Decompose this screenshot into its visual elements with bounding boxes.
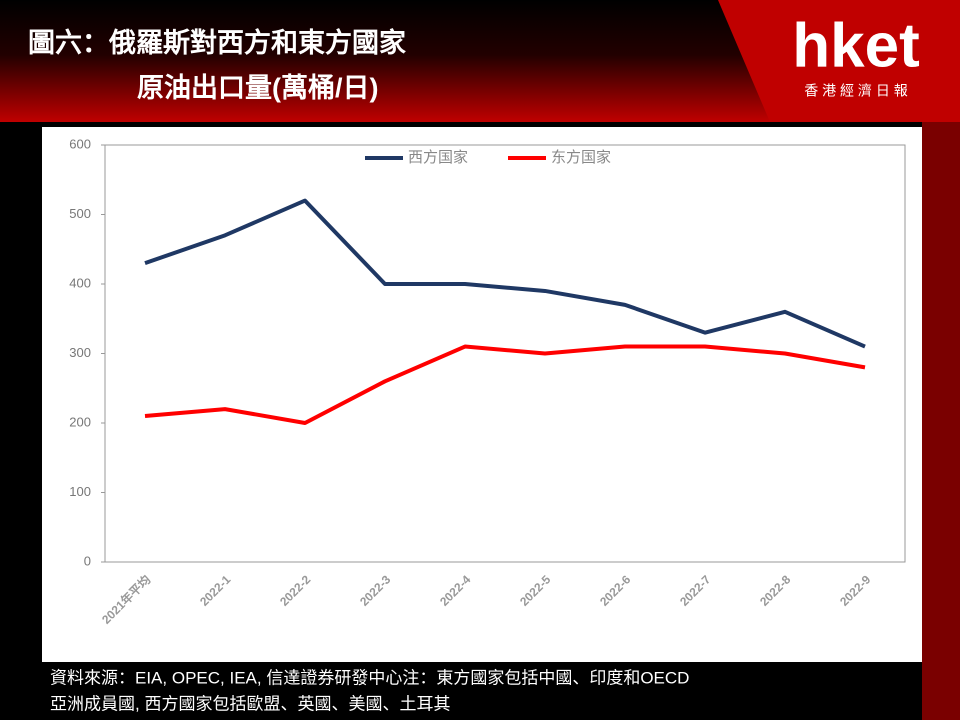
logo-panel	[718, 0, 960, 122]
y-tick-label: 300	[69, 345, 91, 360]
series-line	[144, 198, 866, 349]
y-tick-label: 0	[84, 553, 91, 568]
footer-line: 資料來源：EIA, OPEC, IEA, 信達證券研發中心注：東方國家包括中國、…	[50, 668, 689, 687]
title-line: 原油出口量(萬桶/日)	[137, 73, 378, 103]
legend-label: 东方国家	[551, 149, 611, 166]
y-tick-label: 400	[69, 275, 91, 290]
side-bar	[922, 122, 960, 720]
chart-panel	[42, 127, 922, 662]
logo-subtitle: 香 港 經 濟 日 報	[804, 83, 907, 99]
y-tick-label: 200	[69, 414, 91, 429]
series-line	[144, 344, 866, 425]
y-tick-label: 100	[69, 484, 91, 499]
legend-label: 西方国家	[408, 149, 468, 166]
logo: hket	[792, 11, 919, 80]
title-line: 圖六：俄羅斯對西方和東方國家	[28, 27, 406, 58]
y-tick-label: 600	[69, 136, 91, 151]
y-tick-label: 500	[69, 206, 91, 221]
footer-line: 亞洲成員國, 西方國家包括歐盟、英國、美國、土耳其	[50, 694, 450, 713]
